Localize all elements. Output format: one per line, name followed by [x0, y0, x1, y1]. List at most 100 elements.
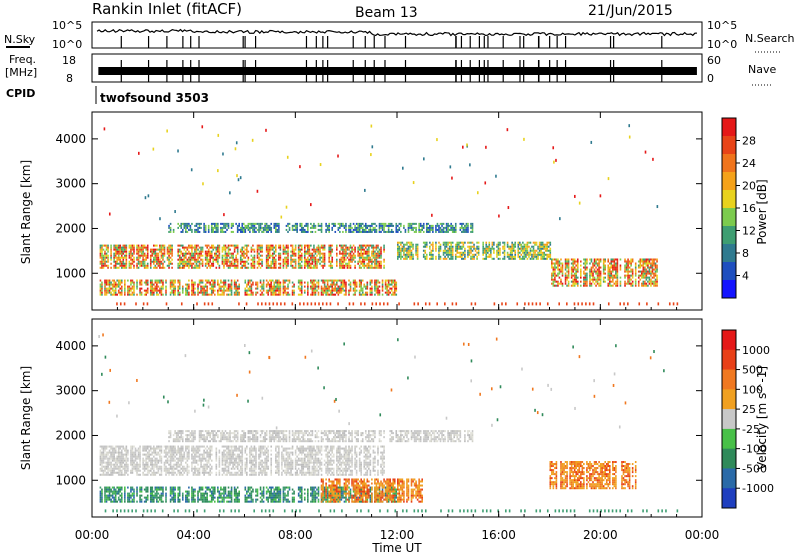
heatmap-cell [465, 226, 468, 229]
heatmap-cell [363, 285, 366, 288]
heatmap-cell [174, 281, 176, 284]
heatmap-cell [544, 257, 547, 260]
heatmap-cell [244, 293, 247, 296]
heatmap-cell [128, 496, 131, 499]
heatmap-cell [313, 260, 315, 263]
heatmap-cell [245, 302, 248, 306]
heatmap-cell [360, 248, 362, 251]
heatmap-cell [628, 266, 631, 269]
heatmap-cell [186, 289, 189, 292]
heatmap-cell [191, 246, 193, 249]
heatmap-cell [265, 230, 268, 233]
heatmap-cell [224, 289, 227, 292]
heatmap-cell [584, 268, 587, 271]
heatmap-cell [454, 226, 457, 229]
heatmap-cell [139, 250, 141, 253]
heatmap-cell [236, 266, 239, 269]
heatmap-cell [226, 287, 228, 290]
heatmap-cell [230, 494, 233, 497]
heatmap-cell [122, 260, 125, 263]
heatmap-cell [451, 230, 454, 233]
heatmap-cell [308, 264, 311, 267]
heatmap-cell [398, 247, 401, 250]
heatmap-cell [136, 492, 138, 495]
heatmap-cell [608, 276, 611, 279]
heatmap-cell [146, 498, 149, 501]
heatmap-cell [209, 250, 212, 253]
heatmap-cell [397, 249, 399, 252]
heatmap-cell [421, 224, 423, 227]
heatmap-cell [261, 226, 263, 229]
heatmap-cell [375, 260, 378, 263]
heatmap-cell [111, 287, 114, 290]
heatmap-cell [194, 252, 196, 255]
heatmap-cell [200, 285, 202, 288]
heatmap-cell [422, 249, 425, 252]
heatmap-cell [319, 256, 321, 259]
heatmap-cell [458, 241, 460, 244]
heatmap-cell [625, 282, 628, 285]
heatmap-cell [340, 244, 343, 247]
heatmap-cell [111, 289, 114, 292]
heatmap-cell [226, 256, 228, 259]
heatmap-cell [314, 291, 317, 294]
heatmap-cell [471, 226, 474, 229]
heatmap-cell [374, 246, 376, 249]
heatmap-cell [461, 241, 463, 244]
heatmap-cell [247, 281, 250, 284]
heatmap-cell [576, 280, 579, 283]
heatmap-cell [297, 256, 300, 259]
heatmap-cell [233, 281, 236, 284]
heatmap-cell [259, 258, 262, 261]
heatmap-cell [488, 245, 491, 248]
heatmap-cell [300, 283, 303, 286]
heatmap-cell [372, 256, 375, 259]
heatmap-cell [200, 252, 202, 255]
heatmap-cell [526, 257, 529, 260]
heatmap-cell [290, 250, 292, 253]
heatmap-cell [140, 291, 143, 294]
heatmap-cell [261, 222, 263, 225]
heatmap-cell [258, 230, 260, 233]
heatmap-cell [355, 285, 358, 288]
heatmap-cell [651, 264, 654, 267]
heatmap-cell [163, 246, 166, 249]
heatmap-cell [275, 224, 277, 227]
heatmap-cell [171, 250, 173, 253]
heatmap-cell [101, 490, 103, 493]
heatmap-cell [226, 222, 228, 225]
heatmap-cell [125, 250, 128, 253]
heatmap-cell [180, 266, 183, 269]
heatmap-cell [528, 245, 530, 248]
heatmap-cell [329, 285, 332, 288]
heatmap-cell [284, 252, 286, 255]
heatmap-cell [641, 264, 643, 267]
heatmap-cell [598, 262, 600, 265]
heatmap-cell [345, 222, 347, 225]
heatmap-cell [246, 250, 248, 253]
heatmap-cell [135, 302, 137, 306]
heatmap-cell [140, 293, 143, 296]
heatmap-cell [497, 247, 500, 250]
heatmap-cell [305, 252, 308, 255]
heatmap-cell [162, 293, 164, 296]
heatmap-cell [157, 500, 160, 503]
heatmap-cell [256, 262, 259, 265]
heatmap-cell [442, 243, 445, 246]
heatmap-cell [383, 250, 385, 253]
heatmap-cell [390, 222, 393, 225]
heatmap-cell [476, 255, 478, 258]
heatmap-cell [252, 281, 254, 284]
heatmap-cell [190, 168, 193, 172]
heatmap-cell [104, 488, 106, 491]
heatmap-cell [375, 256, 378, 259]
heatmap-cell [146, 256, 149, 259]
heatmap-cell [107, 279, 109, 282]
heatmap-cell [113, 496, 115, 499]
heatmap-cell [285, 244, 288, 247]
heatmap-cell [586, 268, 588, 271]
heatmap-cell [567, 268, 570, 271]
heatmap-cell [206, 281, 208, 284]
heatmap-cell [165, 289, 167, 292]
heatmap-cell [120, 266, 123, 269]
